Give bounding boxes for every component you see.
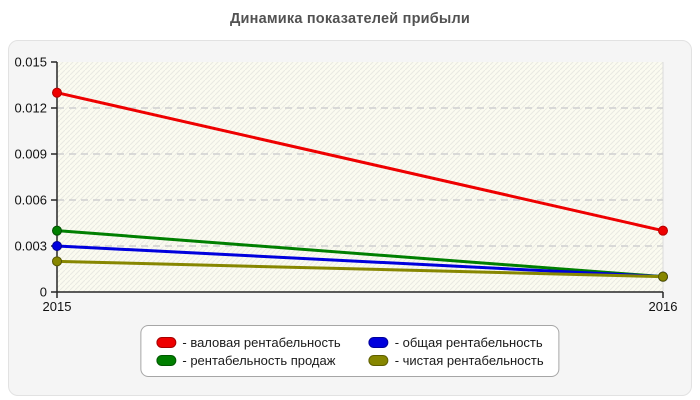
series-marker (52, 256, 62, 267)
series-line (55, 244, 665, 279)
legend-label: - общая рентабельность (394, 335, 543, 350)
y-tick-label: 0 (40, 285, 47, 300)
legend-item-gross-profitability: - валовая рентабельность (156, 335, 341, 350)
y-tick-label: 0.003 (14, 239, 47, 254)
legend-swatch-overall-icon (368, 337, 389, 348)
legend-label: - рентабельность продаж (182, 353, 336, 368)
legend-swatch-net-icon (368, 355, 389, 366)
legend-label: - валовая рентабельность (182, 335, 341, 350)
y-tick-label: 0.012 (14, 101, 47, 116)
x-tick-label: 2016 (649, 299, 678, 314)
series-line (55, 229, 665, 279)
legend-item-overall-profitability: - общая рентабельность (368, 335, 544, 350)
chart-title: Динамика показателей прибыли (229, 11, 471, 27)
y-tick-label: 0.009 (14, 147, 47, 162)
x-tick-label: 2015 (43, 299, 72, 314)
series-marker (658, 225, 668, 236)
legend-swatch-sales-icon (156, 355, 177, 366)
series-line (55, 259, 665, 279)
legend-item-net-profitability: - чистая рентабельность (368, 353, 544, 368)
series-line (55, 91, 665, 233)
series-marker (658, 271, 668, 282)
series-marker (52, 241, 62, 251)
legend-label: - чистая рентабельность (394, 353, 544, 368)
series-marker (52, 225, 62, 236)
legend-swatch-gross-icon (156, 337, 177, 348)
legend-item-sales-profitability: - рентабельность продаж (156, 353, 340, 368)
plot-area (57, 62, 663, 292)
y-tick-label: 0.015 (14, 55, 47, 70)
y-tick-label: 0.006 (14, 193, 47, 208)
chart-legend: - валовая рентабельность - общая рентабе… (140, 325, 560, 377)
series-marker (52, 87, 62, 98)
